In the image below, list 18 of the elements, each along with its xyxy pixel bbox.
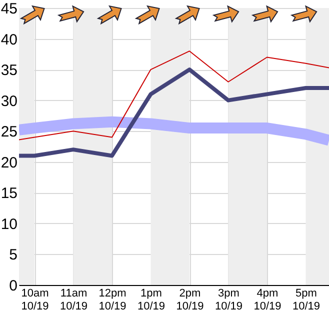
y-tick-label: 20 [0, 154, 18, 172]
x-tick-label: 2pm 10/19 [176, 288, 204, 312]
y-tick-label: 40 [0, 31, 18, 48]
y-tick-label: 15 [0, 185, 18, 202]
y-tick-label: 45 [0, 0, 18, 18]
x-tick-label: 11am 10/19 [60, 288, 88, 312]
x-tick-label: 12pm 10/19 [98, 288, 126, 312]
y-tick-label: 30 [0, 92, 18, 110]
x-tick-label: 1pm 10/19 [137, 288, 166, 312]
y-tick-label: 35 [0, 62, 18, 80]
x-tick-label: 10am 10/19 [21, 288, 49, 312]
x-tick-label: 4pm 10/19 [254, 288, 282, 312]
x-tick-label: 5pm 10/19 [292, 288, 320, 312]
y-tick-label: 10 [0, 216, 18, 233]
y-tick-label: 25 [0, 124, 18, 141]
y-tick-label: 5 [9, 246, 18, 264]
y-tick-label: 0 [9, 278, 18, 294]
x-tick-label: 3pm 10/19 [214, 288, 243, 312]
